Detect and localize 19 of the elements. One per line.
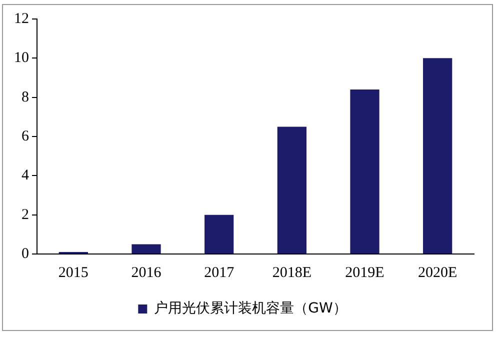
bar — [204, 214, 234, 254]
y-tick-label: 0 — [22, 246, 29, 262]
bar — [277, 126, 306, 254]
y-tick-label: 10 — [14, 50, 29, 66]
x-tick-label: 2018E — [272, 264, 312, 281]
y-tick-label: 2 — [22, 206, 29, 223]
x-tick-label: 2019E — [345, 264, 384, 281]
bar — [350, 90, 380, 254]
bar — [132, 244, 161, 254]
x-tick-label: 2016 — [131, 264, 162, 281]
legend-label: 户用光伏累计装机容量（GW） — [154, 300, 347, 317]
x-tick-label: 2015 — [58, 264, 88, 281]
y-tick-label: 8 — [22, 89, 29, 106]
y-tick-label: 4 — [22, 168, 30, 184]
y-tick-label: 12 — [14, 10, 29, 27]
bar — [423, 58, 452, 254]
x-tick-label: 2017 — [204, 264, 235, 281]
x-tick-label: 2020E — [418, 264, 458, 281]
y-tick-label: 6 — [22, 128, 30, 144]
